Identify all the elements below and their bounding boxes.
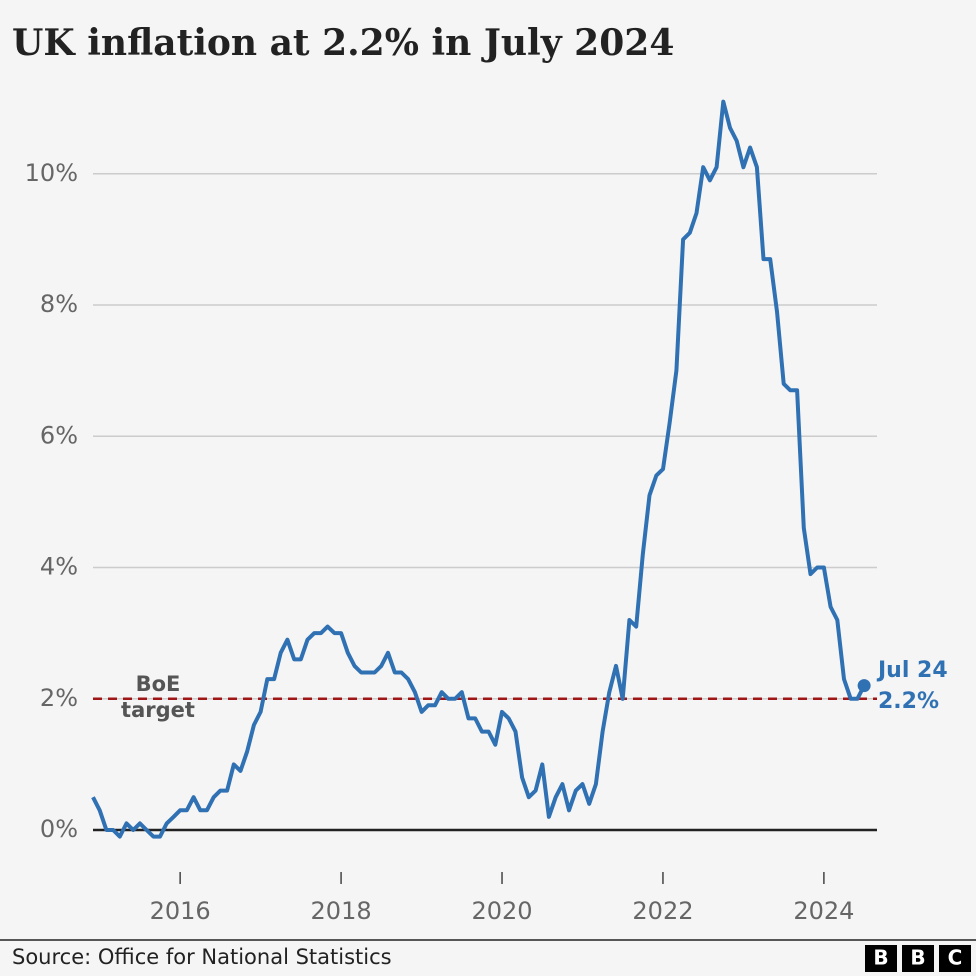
y-tick-label: 0% bbox=[40, 815, 78, 843]
line bbox=[91, 99, 866, 839]
logo-letter: B bbox=[910, 946, 925, 970]
x-tick-label: 2024 bbox=[793, 897, 854, 925]
y-tick-label: 10% bbox=[25, 159, 78, 187]
y-tick-label: 8% bbox=[40, 290, 78, 318]
source: Source: Office for National Statistics bbox=[12, 945, 392, 969]
end-dot bbox=[857, 679, 871, 693]
y-tick-label: 2% bbox=[40, 684, 78, 712]
reference-label: target bbox=[121, 698, 195, 722]
logo-box bbox=[939, 945, 971, 972]
reference-label: BoE bbox=[136, 672, 181, 696]
x-tick-label: 2022 bbox=[632, 897, 693, 925]
x-tick-label: 2016 bbox=[150, 897, 211, 925]
logo-letter: C bbox=[948, 946, 963, 970]
logo-box bbox=[865, 945, 897, 972]
chart-title: UK inflation at 2.2% in July 2024 bbox=[12, 22, 674, 64]
y-tick-label: 6% bbox=[40, 421, 78, 449]
y-tick-label: 4% bbox=[40, 553, 78, 581]
logo-letter: B bbox=[873, 946, 888, 970]
x-tick-label: 2018 bbox=[311, 897, 372, 925]
logo-box bbox=[902, 945, 934, 972]
x-tick-label: 2020 bbox=[471, 897, 532, 925]
end-label: Jul 24 bbox=[876, 658, 948, 683]
end-value-label: 2.2% bbox=[878, 689, 939, 714]
